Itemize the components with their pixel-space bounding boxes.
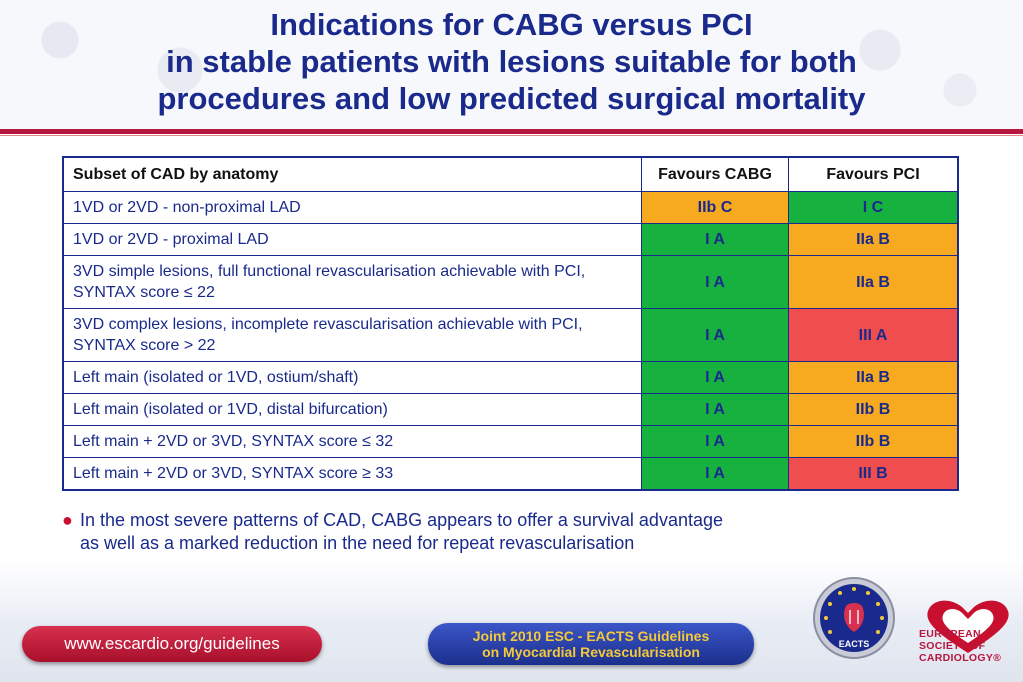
pci-recommendation: III B [788, 457, 959, 491]
pci-recommendation: IIa B [788, 223, 959, 256]
guidelines-url-link[interactable]: www.escardio.org/guidelines [22, 626, 322, 662]
cabg-recommendation: I A [641, 457, 789, 491]
table-row: Left main + 2VD or 3VD, SYNTAX score ≥ 3… [62, 457, 959, 491]
pci-recommendation: IIa B [788, 361, 959, 394]
subset-cell: 1VD or 2VD - non-proximal LAD [62, 191, 642, 224]
title-line-2: in stable patients with lesions suitable… [166, 44, 857, 79]
cabg-recommendation: I A [641, 308, 789, 362]
title-divider [0, 129, 1023, 134]
subset-cell: Left main (isolated or 1VD, distal bifur… [62, 393, 642, 426]
table-row: Left main + 2VD or 3VD, SYNTAX score ≤ 3… [62, 425, 959, 458]
subset-cell: Left main (isolated or 1VD, ostium/shaft… [62, 361, 642, 394]
guidelines-line-2: on Myocardial Revascularisation [482, 644, 700, 660]
esc-line-2: SOCIETY OF [919, 640, 986, 652]
pci-recommendation: I C [788, 191, 959, 224]
cabg-recommendation: I A [641, 255, 789, 309]
title-divider-thin [0, 135, 1023, 136]
title-line-3: procedures and low predicted surgical mo… [157, 81, 866, 116]
summary-bullet: ● In the most severe patterns of CAD, CA… [62, 509, 912, 555]
table-row: 1VD or 2VD - proximal LAD I A IIa B [62, 223, 959, 256]
header-background [0, 0, 1023, 130]
bullet-line-1: In the most severe patterns of CAD, CABG… [80, 510, 723, 530]
esc-line-3: CARDIOLOGY® [919, 652, 1002, 664]
subset-cell: 3VD complex lesions, incomplete revascul… [62, 308, 642, 362]
pci-recommendation: III A [788, 308, 959, 362]
table-row: 3VD simple lesions, full functional reva… [62, 255, 959, 309]
table-row: 1VD or 2VD - non-proximal LAD IIb C I C [62, 191, 959, 224]
subset-cell: 1VD or 2VD - proximal LAD [62, 223, 642, 256]
cabg-recommendation: I A [641, 393, 789, 426]
eacts-logo-icon: EACTS [813, 577, 895, 659]
slide-title: Indications for CABG versus PCI in stabl… [0, 6, 1023, 117]
pci-recommendation: IIb B [788, 425, 959, 458]
esc-heart-logo-icon [927, 600, 1009, 653]
esc-wordmark: EUROPEAN SOCIETY OF CARDIOLOGY® [919, 628, 1019, 664]
header-favours-pci: Favours PCI [788, 156, 959, 192]
esc-line-1: EUROPEAN [919, 628, 981, 640]
cabg-recommendation: I A [641, 425, 789, 458]
subset-cell: Left main + 2VD or 3VD, SYNTAX score ≥ 3… [62, 457, 642, 491]
table-row: 3VD complex lesions, incomplete revascul… [62, 308, 959, 362]
cabg-recommendation: I A [641, 223, 789, 256]
eacts-logo-label: EACTS [839, 639, 870, 649]
pci-recommendation: IIb B [788, 393, 959, 426]
cabg-recommendation: I A [641, 361, 789, 394]
table-body: 1VD or 2VD - non-proximal LAD IIb C I C … [62, 191, 959, 491]
table-row: Left main (isolated or 1VD, distal bifur… [62, 393, 959, 426]
pci-recommendation: IIa B [788, 255, 959, 309]
header-subset: Subset of CAD by anatomy [62, 156, 642, 192]
table-row: Left main (isolated or 1VD, ostium/shaft… [62, 361, 959, 394]
cabg-recommendation: IIb C [641, 191, 789, 224]
header-favours-cabg: Favours CABG [641, 156, 789, 192]
guidelines-title-badge: Joint 2010 ESC - EACTS Guidelines on Myo… [428, 623, 754, 665]
guidelines-line-1: Joint 2010 ESC - EACTS Guidelines [472, 628, 710, 644]
title-line-1: Indications for CABG versus PCI [270, 7, 753, 42]
subset-cell: Left main + 2VD or 3VD, SYNTAX score ≤ 3… [62, 425, 642, 458]
bullet-line-2: as well as a marked reduction in the nee… [80, 533, 635, 553]
table-header-row: Subset of CAD by anatomy Favours CABG Fa… [62, 156, 959, 192]
indications-table: Subset of CAD by anatomy Favours CABG Fa… [62, 156, 959, 491]
bullet-dot-icon: ● [62, 510, 73, 530]
subset-cell: 3VD simple lesions, full functional reva… [62, 255, 642, 309]
